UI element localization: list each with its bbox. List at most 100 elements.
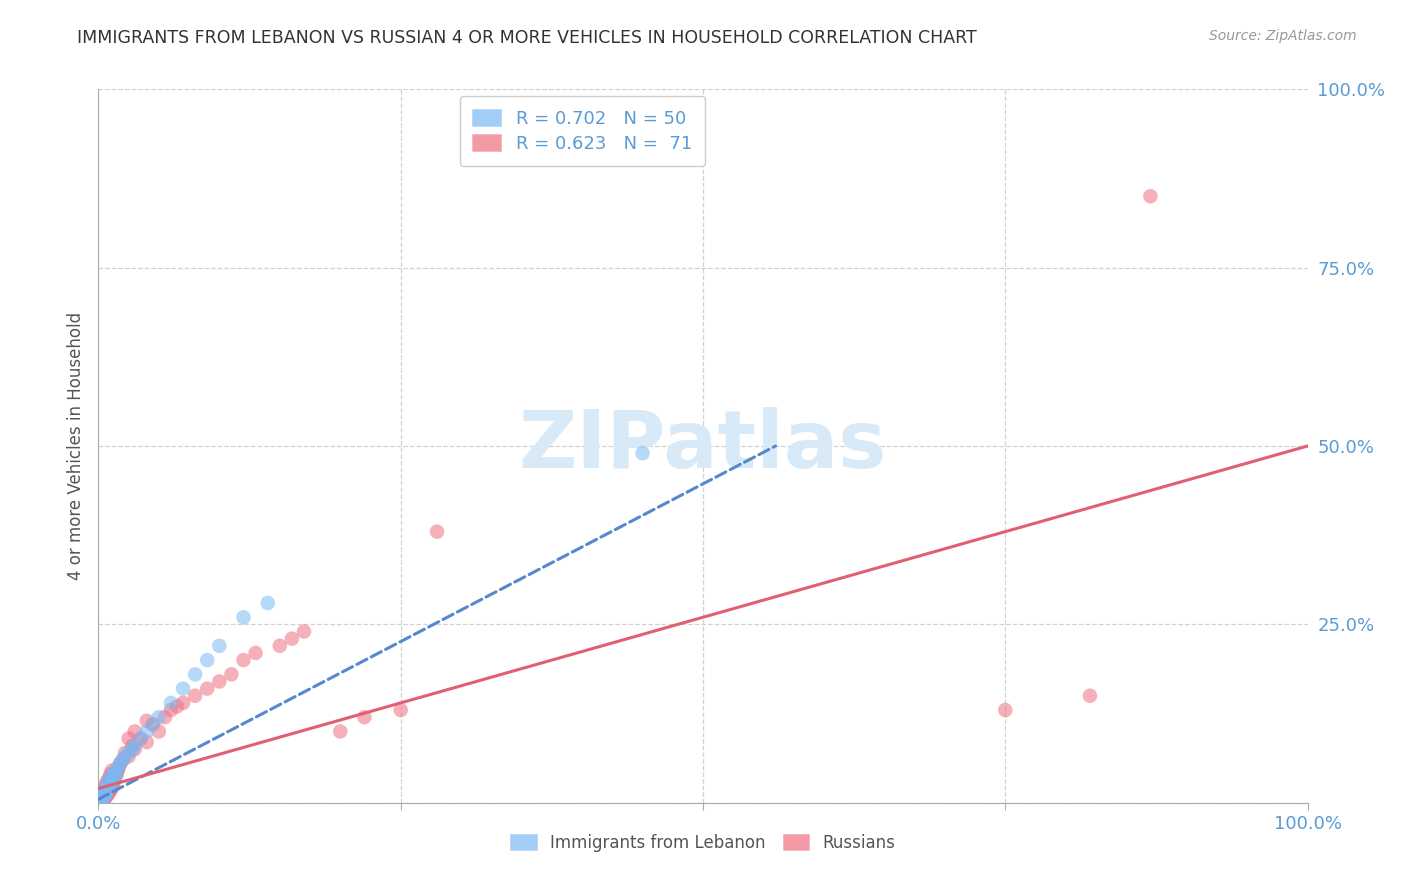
Point <box>97 781 120 796</box>
Point <box>232 610 254 624</box>
Point <box>89 794 111 808</box>
Point <box>90 791 112 805</box>
Point <box>91 783 114 797</box>
Point <box>121 742 143 756</box>
Point <box>91 787 114 801</box>
Point <box>89 793 111 807</box>
Point <box>105 767 128 781</box>
Point <box>91 790 114 805</box>
Point <box>104 764 127 778</box>
Point <box>98 778 121 792</box>
Point <box>101 767 124 781</box>
Point <box>184 667 207 681</box>
Point <box>89 795 111 809</box>
Point <box>389 703 412 717</box>
Point <box>148 710 170 724</box>
Point <box>269 639 291 653</box>
Point <box>94 781 117 796</box>
Point <box>91 790 114 805</box>
Point <box>90 794 112 808</box>
Point <box>107 764 129 778</box>
Point <box>124 742 146 756</box>
Point <box>1078 689 1101 703</box>
Point <box>148 724 170 739</box>
Point <box>108 756 131 771</box>
Point <box>90 793 112 807</box>
Point <box>93 785 115 799</box>
Point <box>91 792 114 806</box>
Point <box>96 781 118 796</box>
Text: Source: ZipAtlas.com: Source: ZipAtlas.com <box>1209 29 1357 43</box>
Point <box>93 792 115 806</box>
Point <box>96 789 118 803</box>
Point <box>281 632 304 646</box>
Point <box>90 790 112 805</box>
Point <box>208 639 231 653</box>
Point <box>93 781 115 796</box>
Point <box>104 771 127 785</box>
Point <box>100 771 122 785</box>
Point <box>94 785 117 799</box>
Point <box>208 674 231 689</box>
Point <box>103 774 125 789</box>
Point <box>105 767 128 781</box>
Point <box>184 689 207 703</box>
Point <box>195 653 218 667</box>
Point <box>89 794 111 808</box>
Point <box>90 789 112 803</box>
Point <box>111 753 134 767</box>
Point <box>329 724 352 739</box>
Point <box>111 753 134 767</box>
Point <box>1139 189 1161 203</box>
Text: ZIPatlas: ZIPatlas <box>519 407 887 485</box>
Point <box>100 764 122 778</box>
Point <box>108 760 131 774</box>
Point <box>101 778 124 792</box>
Point <box>89 790 111 805</box>
Point <box>114 749 136 764</box>
Point <box>114 746 136 760</box>
Point <box>108 756 131 771</box>
Point <box>118 749 141 764</box>
Point <box>96 778 118 792</box>
Point <box>166 699 188 714</box>
Legend: Immigrants from Lebanon, Russians: Immigrants from Lebanon, Russians <box>503 828 903 859</box>
Point <box>90 793 112 807</box>
Point <box>98 785 121 799</box>
Point <box>292 624 315 639</box>
Point <box>91 793 114 807</box>
Point <box>100 783 122 797</box>
Point <box>91 787 114 801</box>
Point <box>96 774 118 789</box>
Point <box>426 524 449 539</box>
Point <box>121 739 143 753</box>
Point <box>142 717 165 731</box>
Point <box>142 717 165 731</box>
Y-axis label: 4 or more Vehicles in Household: 4 or more Vehicles in Household <box>66 312 84 580</box>
Point <box>100 781 122 796</box>
Point <box>232 653 254 667</box>
Point <box>103 771 125 785</box>
Point <box>94 778 117 792</box>
Point <box>129 731 152 746</box>
Point <box>160 696 183 710</box>
Point <box>89 792 111 806</box>
Point <box>631 446 654 460</box>
Point <box>353 710 375 724</box>
Point <box>91 787 114 801</box>
Point <box>135 724 157 739</box>
Text: IMMIGRANTS FROM LEBANON VS RUSSIAN 4 OR MORE VEHICLES IN HOUSEHOLD CORRELATION C: IMMIGRANTS FROM LEBANON VS RUSSIAN 4 OR … <box>77 29 977 46</box>
Point <box>89 794 111 808</box>
Point <box>129 731 152 746</box>
Point <box>135 735 157 749</box>
Point <box>90 791 112 805</box>
Point <box>107 760 129 774</box>
Point <box>91 792 114 806</box>
Point <box>91 789 114 803</box>
Point <box>172 681 194 696</box>
Point <box>100 767 122 781</box>
Point <box>100 774 122 789</box>
Point <box>256 596 278 610</box>
Point <box>160 703 183 717</box>
Point <box>994 703 1017 717</box>
